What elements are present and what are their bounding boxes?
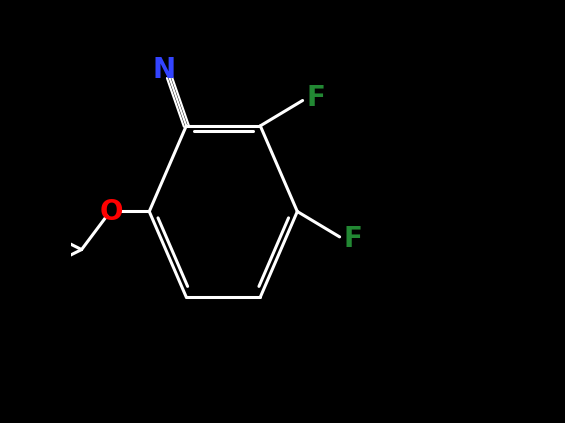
Text: F: F [307,84,325,113]
Text: F: F [344,225,363,253]
Text: N: N [153,56,176,84]
Text: O: O [99,198,123,225]
